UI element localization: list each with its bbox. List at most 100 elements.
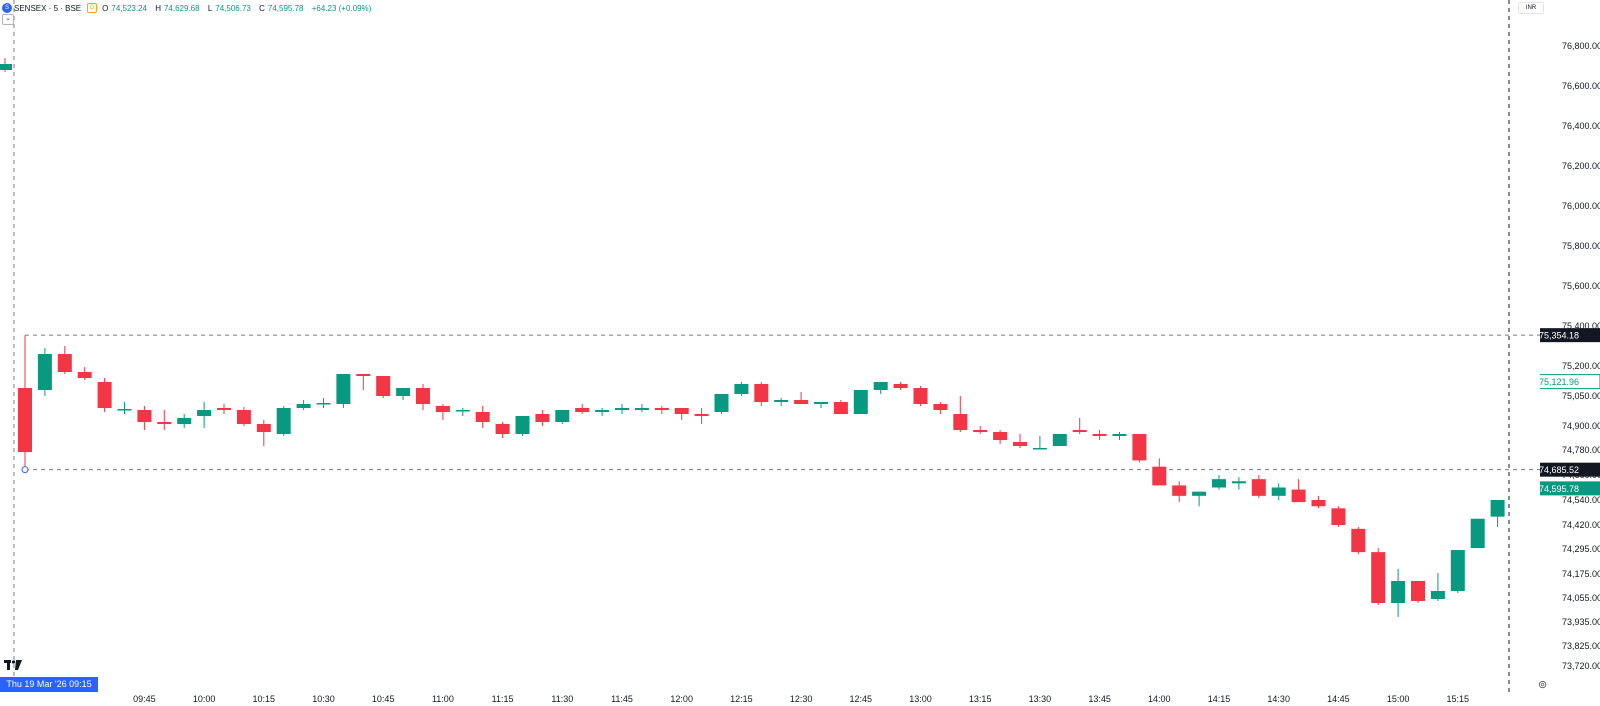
sensex-logo-icon[interactable]: S [2, 3, 12, 13]
candle[interactable] [1470, 518, 1485, 549]
candle[interactable] [913, 386, 928, 406]
price-axis[interactable]: 76,800.00 76,600.00 76,400.00 76,200.00 76,0… [1540, 0, 1600, 692]
candle[interactable] [416, 384, 430, 410]
candle[interactable] [1251, 475, 1266, 498]
candle[interactable] [396, 388, 411, 400]
candle[interactable] [873, 382, 888, 394]
candle-body [1092, 434, 1107, 436]
collapse-legend-button[interactable]: ⌄ [2, 14, 14, 25]
candle[interactable] [1371, 548, 1386, 605]
candle[interactable] [794, 392, 809, 404]
candle[interactable] [217, 404, 231, 414]
candle[interactable] [694, 408, 709, 424]
candle[interactable] [1231, 477, 1246, 490]
candle[interactable] [993, 430, 1008, 444]
candle[interactable] [1351, 526, 1366, 555]
candle[interactable] [77, 367, 92, 380]
price-tick-label: 76,800.00 [1562, 41, 1600, 51]
axis-settings-icon[interactable]: ⊚ [1538, 679, 1548, 691]
candle[interactable] [515, 416, 530, 436]
candle[interactable] [376, 376, 391, 398]
candle[interactable] [177, 414, 192, 428]
candle[interactable] [1192, 491, 1207, 507]
time-tick-label: 14:45 [1327, 694, 1350, 704]
chart-canvas[interactable] [0, 0, 1540, 692]
candle-body [1311, 500, 1326, 507]
candle[interactable] [256, 420, 271, 446]
candle-body [1212, 479, 1226, 488]
candle-body [77, 372, 92, 378]
candle[interactable] [356, 374, 371, 390]
candle[interactable] [1172, 481, 1187, 503]
candle[interactable] [1072, 418, 1087, 434]
candle[interactable] [1311, 495, 1326, 509]
candle[interactable] [1411, 581, 1425, 603]
candle[interactable] [774, 398, 789, 406]
candle[interactable] [1052, 434, 1067, 446]
currency-button[interactable]: INR [1518, 2, 1544, 14]
candle-body [256, 424, 271, 432]
candle[interactable] [615, 404, 629, 414]
candle[interactable] [634, 404, 649, 412]
prev-session-candle[interactable] [0, 64, 12, 70]
candle[interactable] [674, 408, 689, 420]
candle[interactable] [1450, 550, 1465, 593]
price-tick-label: 73,720.00 [1562, 661, 1600, 671]
candle[interactable] [495, 422, 510, 438]
candle[interactable] [595, 408, 610, 416]
candle[interactable] [1132, 434, 1147, 463]
candle[interactable] [435, 404, 450, 420]
candle[interactable] [555, 410, 570, 424]
candle[interactable] [316, 398, 331, 408]
line-price-label: 74,685.52 [1540, 465, 1579, 475]
candle[interactable] [1112, 432, 1127, 440]
candle[interactable] [1331, 506, 1346, 527]
candle[interactable] [1430, 572, 1445, 601]
symbol-title[interactable]: SENSEX · 5 · BSE [14, 3, 82, 13]
candle[interactable] [575, 404, 590, 414]
candle-body [455, 410, 470, 412]
candle[interactable] [1291, 479, 1306, 503]
candle[interactable] [137, 406, 152, 430]
candle[interactable] [37, 348, 52, 396]
candle[interactable] [197, 402, 212, 428]
candle[interactable] [933, 402, 948, 414]
candle-body [1052, 434, 1067, 446]
candle[interactable] [18, 335, 32, 467]
candle[interactable] [953, 396, 968, 432]
candle[interactable] [276, 406, 291, 436]
candle[interactable] [157, 410, 172, 430]
candle[interactable] [853, 390, 868, 414]
candle[interactable] [475, 406, 490, 428]
candle[interactable] [893, 382, 908, 390]
candle[interactable] [814, 402, 828, 408]
candle[interactable] [973, 426, 988, 434]
candle[interactable] [336, 374, 351, 408]
candle[interactable] [236, 407, 251, 426]
candle[interactable] [1032, 436, 1047, 450]
line-anchor-point[interactable] [21, 466, 29, 474]
tradingview-logo-icon[interactable] [4, 660, 22, 675]
candle[interactable] [1391, 568, 1406, 617]
candle[interactable] [1092, 430, 1107, 440]
candle[interactable] [57, 346, 72, 374]
candle[interactable] [714, 394, 729, 414]
candle[interactable] [296, 400, 311, 410]
candle[interactable] [535, 410, 550, 426]
candle[interactable] [1271, 483, 1286, 500]
candle[interactable] [1490, 500, 1505, 527]
data-status-icon[interactable]: D [87, 3, 98, 13]
candle[interactable] [654, 406, 669, 414]
candle[interactable] [1152, 458, 1167, 486]
candle[interactable] [117, 402, 132, 414]
time-axis[interactable]: 09:45 10:00 10:15 10:30 10:45 11:00 11:15 11:30… [0, 692, 1540, 706]
candle[interactable] [1212, 475, 1226, 490]
candle-body [575, 408, 590, 412]
candle[interactable] [97, 378, 112, 412]
candle[interactable] [754, 382, 769, 406]
candle[interactable] [455, 408, 470, 416]
candle[interactable] [734, 382, 749, 396]
price-tick-label: 74,900.00 [1562, 421, 1600, 431]
candle[interactable] [833, 400, 848, 414]
candle[interactable] [1013, 434, 1027, 448]
